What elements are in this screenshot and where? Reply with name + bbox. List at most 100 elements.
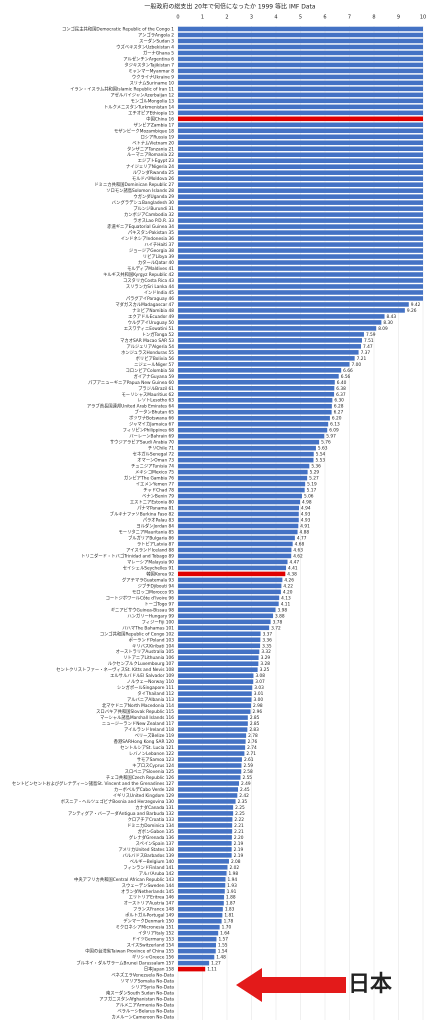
category-label: バングラデシュBangladesh 30 — [112, 199, 175, 206]
bar — [178, 278, 423, 283]
category-label: ベトナムVietnam 20 — [132, 140, 174, 146]
bar — [178, 368, 342, 373]
category-label: ルクセンブルクLuxembourg 107 — [108, 660, 175, 667]
bar — [178, 74, 423, 80]
bar — [178, 757, 242, 762]
bar — [178, 374, 339, 379]
category-label: モルディブMaldives 41 — [127, 265, 174, 272]
category-label: イラン・イスラム共和国Islamic Republic of Iran 11 — [70, 85, 174, 92]
value-label: 1.91 — [227, 889, 237, 895]
value-label: 1.94 — [228, 877, 238, 883]
bar — [178, 715, 248, 720]
value-label: 2.20 — [234, 835, 244, 841]
category-label: 赤道ギニアEquatorial Guinea 34 — [107, 223, 174, 230]
bar — [178, 451, 314, 457]
value-label: 2.58 — [243, 769, 253, 775]
category-label: ブルネイ・ダルサラームBrunei Darussalam 157 — [76, 960, 174, 967]
value-label: 1.11 — [207, 967, 217, 973]
category-label: トルクメニスタンTurkmenistan 14 — [104, 103, 174, 110]
bar — [178, 865, 228, 870]
bar — [178, 697, 252, 702]
value-label: 5.53 — [315, 458, 325, 464]
category-label: 中央アフリカ共和国Central African Republic 143 — [74, 876, 174, 883]
category-label: イタリアItaly 152 — [138, 930, 174, 937]
bar — [178, 98, 423, 104]
category-label: ラトビアLatvia 87 — [137, 540, 174, 547]
bar — [178, 188, 423, 193]
category-label: ベリーズBelize 119 — [135, 732, 175, 739]
bar — [178, 481, 306, 487]
category-label: セイシェルSeychelles 91 — [123, 565, 174, 571]
bar — [178, 164, 423, 169]
category-label: モロッコMorocco 95 — [132, 589, 174, 595]
category-label: コロンビアColombia 58 — [125, 367, 174, 374]
category-label: フィリピンPhilippines 68 — [123, 428, 175, 434]
value-label: 2.21 — [234, 823, 244, 829]
category-label: モルドバMoldova 26 — [132, 176, 174, 182]
category-label: オーストリアAustria 147 — [124, 901, 175, 907]
bar — [178, 68, 423, 74]
bar — [178, 607, 276, 613]
category-label: エルサルバドルEl Salvador 109 — [110, 673, 174, 679]
value-label: 1.27 — [211, 961, 221, 967]
category-label: パナマPanama 81 — [137, 506, 174, 512]
bar — [178, 805, 234, 810]
value-label: 4.94 — [301, 506, 311, 512]
bar — [178, 158, 423, 164]
bar — [178, 224, 423, 229]
value-label: 6.13 — [330, 422, 340, 428]
value-label: 2.85 — [250, 721, 260, 727]
bar — [178, 409, 332, 415]
bar — [178, 529, 298, 535]
category-label: ジブチDjibouti 94 — [138, 582, 175, 589]
category-label: スーダンSudan 3 — [139, 37, 174, 44]
bar — [178, 272, 423, 277]
bar — [178, 745, 246, 750]
category-label: オランダNetherlands 145 — [121, 888, 174, 895]
bar — [178, 637, 261, 643]
bar — [178, 877, 226, 882]
category-label: ジャマイカJamaica 67 — [129, 422, 174, 428]
category-label: オーストラリアAustralia 105 — [116, 649, 175, 655]
bar — [178, 541, 293, 547]
category-label: トンガTonga 52 — [142, 331, 175, 338]
value-label: 7.21 — [357, 356, 367, 362]
category-label: アンティグア・バーブーダAntigua and Barbuda 132 — [68, 810, 174, 817]
category-label: パキスタンPakistan 35 — [128, 229, 174, 236]
category-label: タジキスタンTajikistan 7 — [124, 61, 174, 68]
category-label: ウガンダUganda 29 — [133, 193, 174, 200]
category-label: スペインSpain 137 — [136, 841, 175, 847]
value-label: 2.76 — [248, 739, 258, 745]
value-label: 2.59 — [243, 763, 253, 769]
category-label: コンゴ民主共和国Democratic Republic of the Congo… — [62, 25, 174, 32]
value-label: 5.19 — [307, 482, 317, 488]
category-label: ザンビアZambia 17 — [134, 121, 175, 128]
category-label: キルギス共和国Kyrgyz Republic 42 — [103, 271, 174, 278]
category-label: グアテマラGuatemala 93 — [122, 576, 174, 583]
category-label: セントルシアSt. Lucia 121 — [120, 745, 174, 751]
bar — [178, 523, 299, 529]
x-tick-label: 8 — [372, 15, 375, 21]
value-label: 1.54 — [218, 949, 228, 955]
category-label: コートジボワールCôte d'Ivoire 96 — [106, 594, 175, 601]
bar — [178, 380, 335, 385]
value-label: 5.36 — [311, 464, 321, 470]
value-label: 2.83 — [249, 727, 259, 733]
bar — [178, 86, 423, 92]
value-label: 8.09 — [378, 326, 388, 332]
value-label: 6.20 — [332, 416, 342, 422]
bar — [178, 655, 259, 661]
value-label: 1.48 — [216, 955, 226, 961]
category-label: パラオPalau 83 — [143, 518, 175, 524]
bar — [178, 415, 330, 421]
bar — [178, 517, 299, 523]
value-label: 3.00 — [254, 697, 264, 703]
bar — [178, 535, 295, 541]
value-label: 2.61 — [244, 757, 254, 763]
value-label: 2.25 — [235, 811, 245, 817]
bar — [178, 344, 362, 349]
category-label: マカオSAR Macao SAR 53 — [120, 338, 174, 344]
bar — [178, 882, 226, 888]
category-label: リトアニアLithuania 106 — [123, 655, 174, 661]
category-label: フィジーFiji 100 — [142, 619, 175, 625]
